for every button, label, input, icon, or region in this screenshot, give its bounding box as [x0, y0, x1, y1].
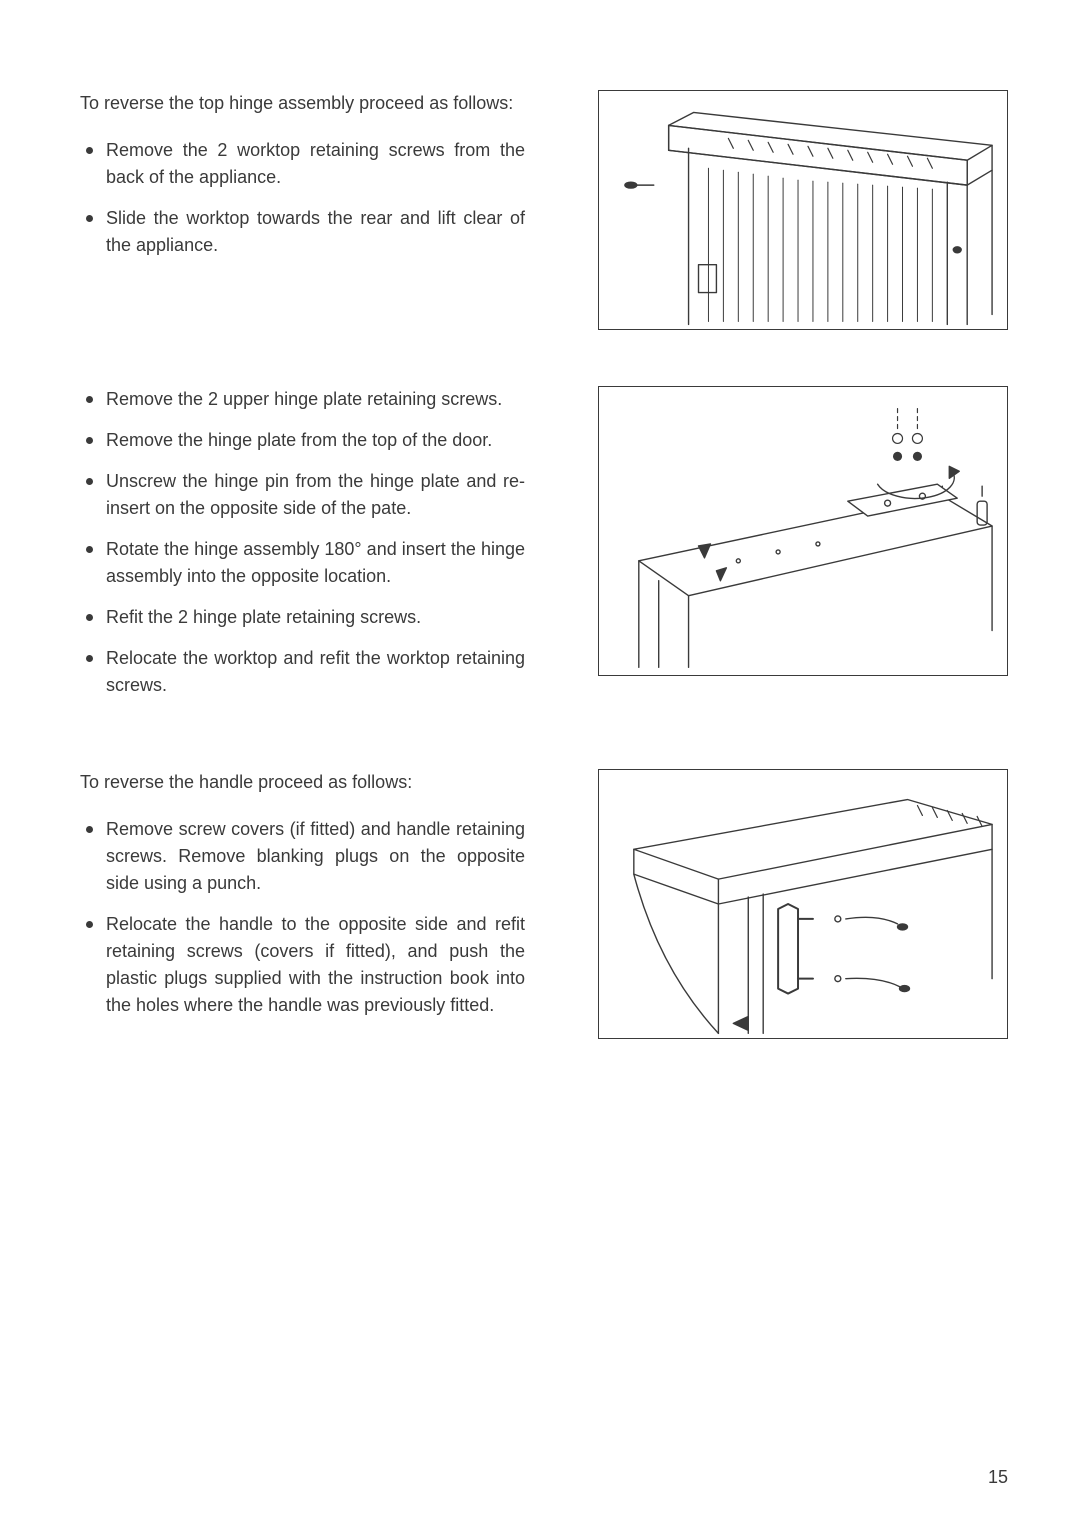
- list-item: Remove the 2 worktop retaining screws fr…: [80, 137, 525, 191]
- section-hinge-plate: Remove the 2 upper hinge plate retaining…: [80, 386, 1008, 713]
- figure-worktop-rear: [598, 90, 1008, 330]
- figure-hinge-plate: [598, 386, 1008, 676]
- worktop-rear-svg: [599, 90, 1007, 330]
- section1-intro: To reverse the top hinge assembly procee…: [80, 90, 525, 117]
- section3-intro: To reverse the handle proceed as follows…: [80, 769, 525, 796]
- list-item: Remove the hinge plate from the top of t…: [80, 427, 525, 454]
- list-item: Remove the 2 upper hinge plate retaining…: [80, 386, 525, 413]
- section3-list: Remove screw covers (if fitted) and hand…: [80, 816, 525, 1019]
- list-item: Rotate the hinge assembly 180° and inser…: [80, 536, 525, 590]
- list-item: Refit the 2 hinge plate retaining screws…: [80, 604, 525, 631]
- section2-text: Remove the 2 upper hinge plate retaining…: [80, 386, 525, 713]
- section3-text: To reverse the handle proceed as follows…: [80, 769, 525, 1033]
- section-top-hinge-worktop: To reverse the top hinge assembly procee…: [80, 90, 1008, 330]
- section2-list: Remove the 2 upper hinge plate retaining…: [80, 386, 525, 699]
- list-item: Relocate the worktop and refit the workt…: [80, 645, 525, 699]
- hinge-plate-svg: [599, 386, 1007, 676]
- section1-figure-wrap: [598, 90, 1008, 330]
- page-number: 15: [988, 1467, 1008, 1488]
- section1-text: To reverse the top hinge assembly procee…: [80, 90, 525, 273]
- section2-figure-wrap: [598, 386, 1008, 676]
- list-item: Remove screw covers (if fitted) and hand…: [80, 816, 525, 897]
- handle-svg: [599, 769, 1007, 1039]
- figure-handle: [598, 769, 1008, 1039]
- section-handle-reverse: To reverse the handle proceed as follows…: [80, 769, 1008, 1039]
- list-item: Unscrew the hinge pin from the hinge pla…: [80, 468, 525, 522]
- section1-list: Remove the 2 worktop retaining screws fr…: [80, 137, 525, 259]
- section3-figure-wrap: [598, 769, 1008, 1039]
- list-item: Slide the worktop towards the rear and l…: [80, 205, 525, 259]
- list-item: Relocate the handle to the opposite side…: [80, 911, 525, 1019]
